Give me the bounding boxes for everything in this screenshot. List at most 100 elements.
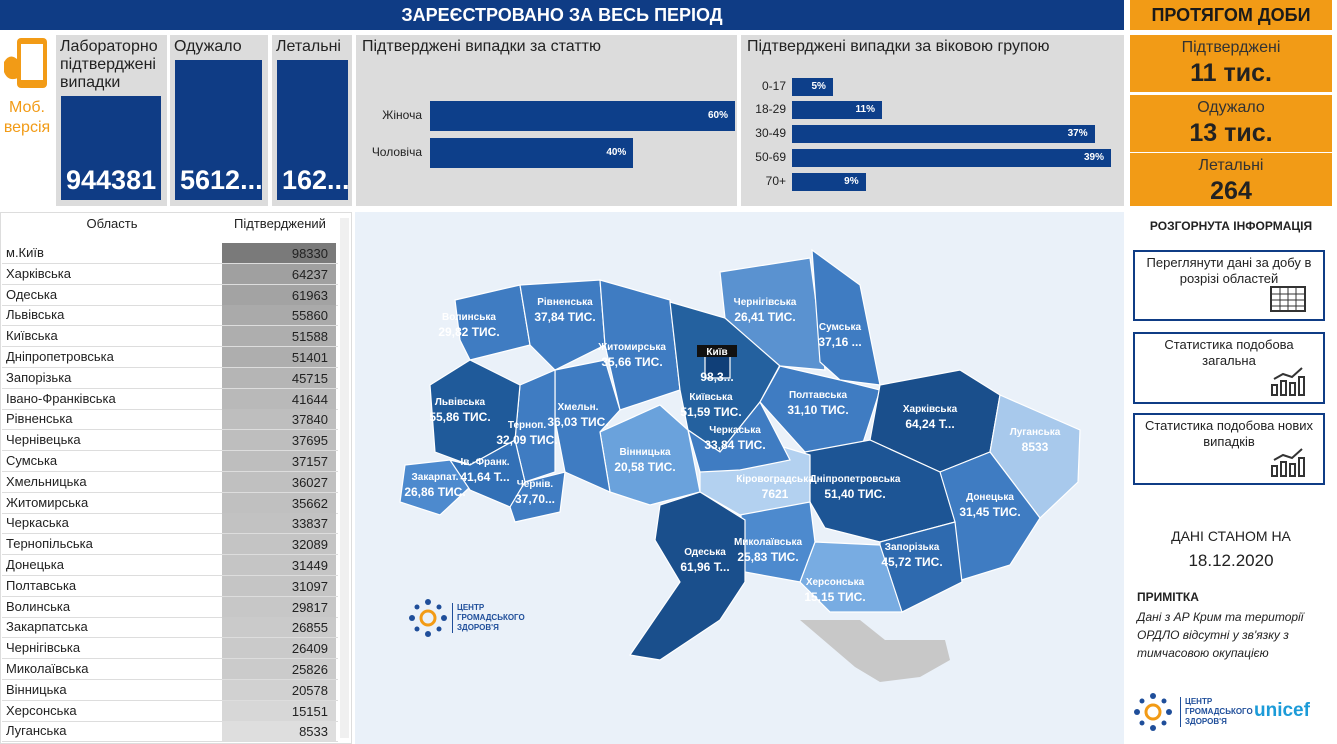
region-name: Рівненська xyxy=(537,297,593,308)
region-value: 98330 xyxy=(291,246,328,261)
region-name: Закарпатська xyxy=(6,619,88,635)
region-value: 25826 xyxy=(291,662,328,677)
value-cell xyxy=(222,305,336,326)
logo-icon xyxy=(1134,693,1172,731)
scrollbar[interactable] xyxy=(340,218,349,738)
region xyxy=(399,459,471,516)
row-line xyxy=(2,533,338,535)
region-name: Хмельн. xyxy=(558,402,599,413)
region-name: Миколаївська xyxy=(6,661,89,676)
row-line xyxy=(2,512,338,514)
row-line xyxy=(2,429,338,431)
region-value: 26855 xyxy=(291,620,328,636)
region-name: Волинська xyxy=(6,598,71,614)
row-line xyxy=(2,637,338,639)
button-label[interactable]: Статистика подобова загальна xyxy=(1164,337,1294,368)
category-label: 50-69 xyxy=(755,150,786,164)
value-cell xyxy=(222,388,336,409)
region-name: Терноп. xyxy=(508,420,546,431)
bar-value-label: 5% xyxy=(811,81,826,92)
value-cell xyxy=(222,534,336,555)
button-label[interactable]: Переглянути дані за добу в розрізі облас… xyxy=(1146,255,1312,286)
region xyxy=(509,471,566,523)
column-header: Підтверджений xyxy=(234,216,326,231)
region-value: 7621 xyxy=(762,487,789,501)
row-line xyxy=(2,346,338,348)
date: 18.12.2020 xyxy=(1188,551,1274,570)
region-name: Полтавська xyxy=(6,577,77,593)
value-cell xyxy=(222,263,336,284)
nav-button[interactable] xyxy=(1133,250,1325,321)
row-line xyxy=(2,658,338,660)
nav-button[interactable] xyxy=(1133,413,1325,485)
button-icon xyxy=(1268,365,1308,397)
bar xyxy=(792,149,1111,167)
region-name: Донецька xyxy=(966,492,1014,503)
daily-value: 13 тис. xyxy=(1189,119,1273,147)
note-title: ПРИМІТКА xyxy=(1137,590,1199,604)
region-name: Волинська xyxy=(442,312,496,323)
value-cell xyxy=(222,347,336,367)
region-value: 26409 xyxy=(291,641,328,657)
nav-button[interactable] xyxy=(1133,332,1325,404)
value-cell xyxy=(222,555,336,575)
region-name: Чернів. xyxy=(517,479,554,490)
region-name: Херсонська xyxy=(6,702,77,718)
value-cell xyxy=(222,700,336,721)
category-label: Жіноча xyxy=(382,108,422,122)
region-name: Вінницька xyxy=(6,681,67,697)
bar-value-label: 39% xyxy=(1083,152,1104,163)
region-value: 51,40 ТИС. xyxy=(824,487,885,501)
region-name: Полтавська xyxy=(789,390,847,401)
value-cell xyxy=(222,451,336,471)
region-value: 26,41 ТИС. xyxy=(734,310,795,324)
region-value: 51401 xyxy=(291,350,328,365)
region-value: 8533 xyxy=(1022,440,1049,454)
region-value: 55860 xyxy=(291,308,328,324)
region-value: 61,96 Т... xyxy=(680,560,729,574)
region-name: Харківська xyxy=(903,404,958,415)
value-cell xyxy=(222,284,336,305)
row-line xyxy=(2,408,338,410)
row-line xyxy=(2,325,338,327)
row-line xyxy=(2,575,338,576)
region-value: 31,10 ТИС. xyxy=(787,403,848,417)
daily-value: 11 тис. xyxy=(1190,59,1272,87)
category-label: 18-29 xyxy=(755,102,786,116)
region-value: 36,03 ТИС. xyxy=(547,415,608,429)
daily-label: Летальні xyxy=(1198,157,1264,174)
bar xyxy=(430,101,735,131)
region-value: 64,24 Т... xyxy=(905,417,954,431)
kpi-value: 944381 xyxy=(61,96,161,200)
region-name: Луганська xyxy=(1010,427,1061,438)
bar xyxy=(792,125,1095,143)
bar xyxy=(792,101,882,119)
value-cell xyxy=(222,679,336,700)
daily-card xyxy=(1130,95,1332,152)
bar xyxy=(792,78,833,96)
region-name: Кіровоградська xyxy=(736,474,814,485)
region-name: Луганська xyxy=(6,723,67,739)
crimea xyxy=(800,620,950,682)
region-name: Одеська xyxy=(6,286,58,302)
region-name: Дніпропетровська xyxy=(6,349,114,364)
region-name: м.Київ xyxy=(6,245,44,260)
map-logo-icon xyxy=(409,599,447,637)
button-label[interactable]: Статистика подобова нових випадків xyxy=(1144,418,1314,449)
mobile-link[interactable]: Моб. версія xyxy=(3,99,51,136)
chart-title: Підтверджені випадки за статтю xyxy=(362,38,601,55)
daily-card xyxy=(1130,35,1332,92)
region xyxy=(519,279,606,371)
row-line xyxy=(2,699,338,701)
row-line xyxy=(2,491,338,493)
region-name: Хмельницька xyxy=(6,473,87,489)
note: Дані з АР Крим та території ОРДЛО відсут… xyxy=(1137,610,1304,660)
region-value: 20578 xyxy=(291,682,328,698)
region-name: Миколаївська xyxy=(734,537,803,548)
daily-header: ПРОТЯГОМ ДОБИ xyxy=(1130,0,1332,30)
daily-label: Підтверджені xyxy=(1181,39,1281,56)
region-value: 8533 xyxy=(299,724,328,740)
bar-value-label: 11% xyxy=(855,104,875,115)
region-name: Херсонська xyxy=(806,577,865,588)
region-value: 31,45 ТИС. xyxy=(959,505,1020,519)
